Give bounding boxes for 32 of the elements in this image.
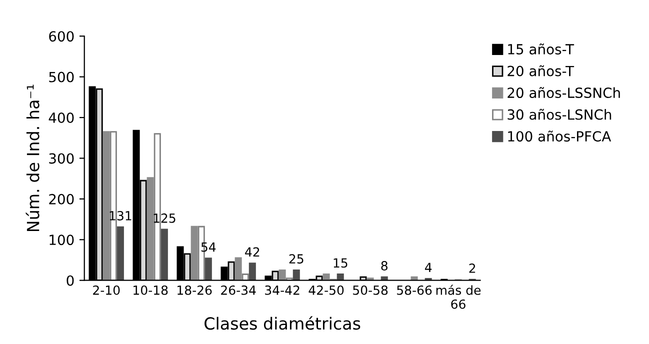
- y-tick-label: 100: [50, 234, 74, 246]
- y-tick-label: 0: [66, 275, 74, 286]
- data-label: 2: [469, 264, 476, 273]
- data-label: 125: [154, 213, 176, 223]
- y-tick-label: 600: [49, 31, 74, 42]
- legend-label: 15 años-T: [508, 44, 574, 54]
- legend-label: 20 años-T: [508, 65, 574, 76]
- data-label: 15: [334, 258, 348, 268]
- x-tick-label: más de 66: [436, 284, 481, 309]
- y-tick-label: 200: [49, 194, 74, 204]
- data-label: 131: [110, 210, 132, 220]
- x-tick-label: 50-58: [353, 285, 388, 295]
- x-tick-label: 34-42: [265, 285, 300, 295]
- legend-label: 100 años-PFCA: [508, 130, 612, 142]
- data-label: 4: [424, 262, 432, 272]
- x-tick-label: 18-26: [178, 285, 212, 295]
- x-tick-label: 42-50: [308, 285, 344, 295]
- y-tick-label: 300: [49, 153, 74, 164]
- x-tick-label: 58-66: [397, 285, 432, 295]
- y-tick-label: 500: [49, 72, 74, 82]
- legend-label: 30 años-LSNCh: [508, 108, 612, 120]
- y-axis-title: Núm. de Ind. ha⁻¹: [26, 84, 40, 232]
- legend-label: 20 años-LSSNCh: [508, 87, 620, 98]
- data-label: 25: [289, 254, 304, 264]
- x-tick-label: 10-18: [134, 285, 168, 295]
- data-label: 54: [201, 242, 216, 252]
- x-tick-label: 2-10: [93, 285, 120, 295]
- x-axis-title: Clases diamétricas: [204, 316, 360, 330]
- x-tick-label: 26-34: [221, 285, 256, 295]
- data-label: 8: [381, 261, 388, 271]
- y-tick-label: 400: [48, 112, 74, 124]
- data-label: 42: [245, 247, 260, 256]
